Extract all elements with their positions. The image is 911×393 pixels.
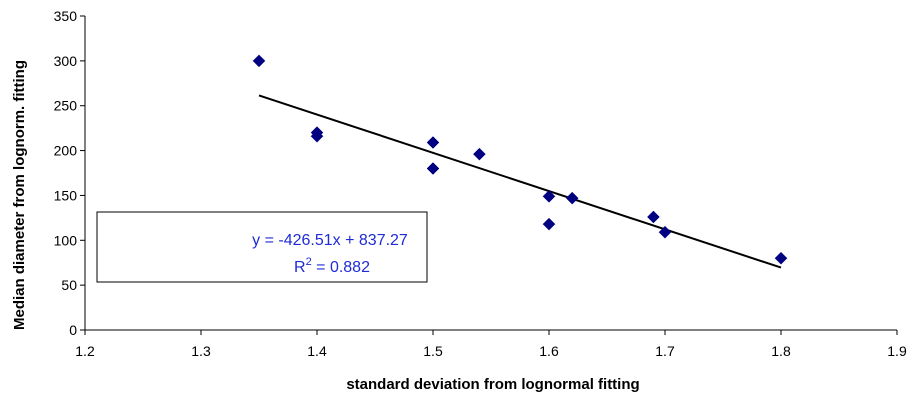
y-tick-label: 200 <box>54 143 78 159</box>
x-axis-ticks: 1.2 1.3 1.4 1.5 1.6 1.7 1.8 1.9 <box>75 330 907 359</box>
y-tick-label: 50 <box>61 277 77 293</box>
y-axis-ticks: 0 50 100 150 200 250 300 350 <box>54 8 85 338</box>
trendline-equation: y = -426.51x + 837.27 <box>252 232 408 249</box>
data-point-diamond <box>542 217 556 231</box>
data-point-diamond <box>473 147 486 161</box>
r-squared-value: = 0.882 <box>312 259 370 276</box>
x-tick-label: 1.5 <box>423 343 443 359</box>
data-point-diamond <box>774 251 788 265</box>
x-tick-label: 1.3 <box>191 343 211 359</box>
data-points <box>252 54 788 265</box>
y-axis-title: Median diameter from lognorm. fitting <box>11 60 28 330</box>
data-point-diamond <box>647 210 660 224</box>
data-point-diamond <box>426 136 440 149</box>
linear-trendline <box>258 94 782 269</box>
data-point-diamond <box>310 129 324 143</box>
x-tick-label: 1.9 <box>887 343 907 359</box>
x-tick-label: 1.4 <box>307 343 327 359</box>
data-point-diamond <box>658 225 672 239</box>
data-point-diamond <box>252 54 266 68</box>
equation-box: y = -426.51x + 837.27 R2 = 0.882 <box>96 211 428 283</box>
x-tick-label: 1.8 <box>771 343 791 359</box>
data-point-diamond <box>542 189 556 203</box>
equation-box-border <box>96 211 428 283</box>
r-squared-prefix: R <box>294 259 306 276</box>
y-tick-label: 0 <box>69 322 77 338</box>
x-axis-title: standard deviation from lognormal fittin… <box>346 376 639 393</box>
x-tick-label: 1.7 <box>655 343 675 359</box>
r-squared-label: R2 = 0.882 <box>294 256 370 276</box>
data-point-diamond <box>426 162 440 175</box>
y-tick-label: 300 <box>54 53 78 69</box>
x-tick-label: 1.6 <box>539 343 559 359</box>
y-tick-label: 350 <box>54 8 78 24</box>
y-tick-label: 100 <box>54 232 78 248</box>
y-tick-label: 150 <box>54 187 78 203</box>
x-tick-label: 1.2 <box>75 343 95 359</box>
r-squared-superscript: 2 <box>306 256 312 268</box>
data-point-diamond <box>565 191 579 205</box>
y-tick-label: 250 <box>54 98 78 114</box>
